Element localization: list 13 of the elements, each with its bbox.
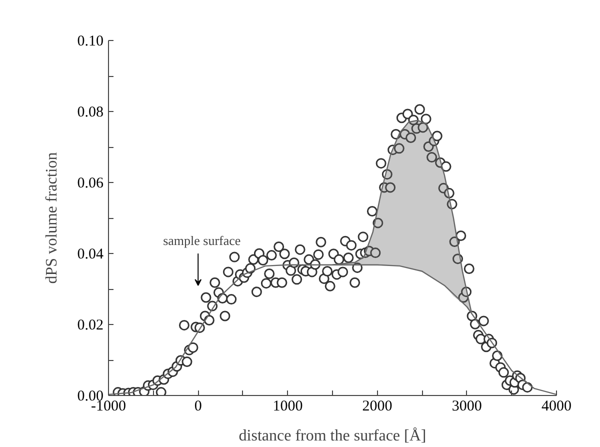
x-axis-title: distance from the surface [Å] bbox=[238, 426, 426, 444]
annotation: sample surface bbox=[163, 232, 241, 248]
y-tick-label: 0.02 bbox=[77, 318, 104, 334]
y-tick-label: 0.10 bbox=[77, 34, 104, 50]
y-tick-label: 0.06 bbox=[77, 176, 104, 192]
x-tick-label: 4000 bbox=[542, 398, 572, 414]
x-tick-label: 0 bbox=[194, 398, 202, 414]
x-tick-label: 1000 bbox=[272, 398, 303, 414]
x-tick-label: 2000 bbox=[362, 398, 392, 414]
y-axis-title: dPS volume fraction bbox=[43, 152, 60, 284]
x-tick-label: 3000 bbox=[452, 398, 482, 414]
y-tick-label: 0.08 bbox=[77, 104, 104, 120]
y-tick-label: 0.04 bbox=[77, 246, 104, 262]
